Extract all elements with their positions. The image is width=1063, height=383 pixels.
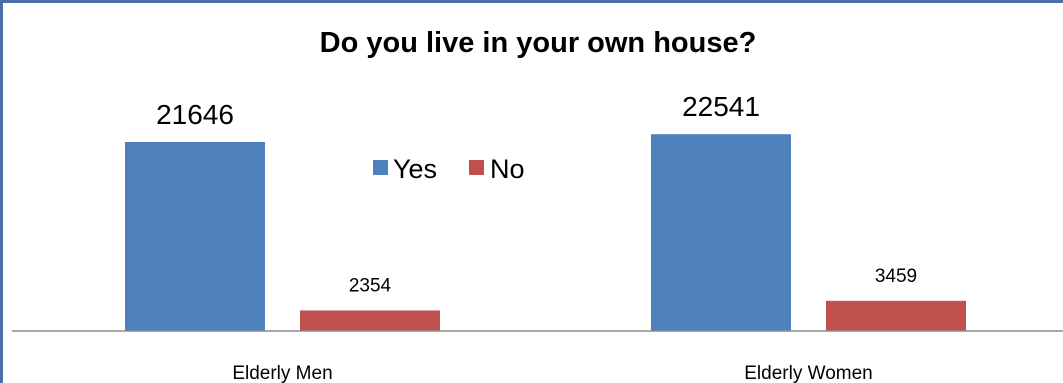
legend-label-no: No <box>490 154 525 184</box>
bar-yes-elderly-men <box>125 142 265 331</box>
category-label-elderly-men: Elderly Men <box>232 363 332 383</box>
chart-title: Do you live in your own house? <box>320 27 757 59</box>
bars-group <box>125 134 966 331</box>
legend-swatch-yes <box>373 160 388 175</box>
bar-no-elderly-men <box>300 310 440 331</box>
bar-yes-elderly-women <box>651 134 791 331</box>
labels-group: 21646 2354 Elderly Men 22541 3459 Elderly Wom… <box>156 91 917 383</box>
data-label-no-elderly-women: 3459 <box>875 266 917 287</box>
data-label-yes-elderly-men: 21646 <box>156 99 234 130</box>
data-label-no-elderly-men: 2354 <box>349 275 392 296</box>
bar-no-elderly-women <box>826 300 966 331</box>
legend-label-yes: Yes <box>393 154 437 184</box>
legend-swatch-no <box>469 160 484 175</box>
category-label-elderly-women: Elderly Women <box>744 363 872 383</box>
legend: Yes No <box>373 154 525 184</box>
data-label-yes-elderly-women: 22541 <box>682 91 760 122</box>
